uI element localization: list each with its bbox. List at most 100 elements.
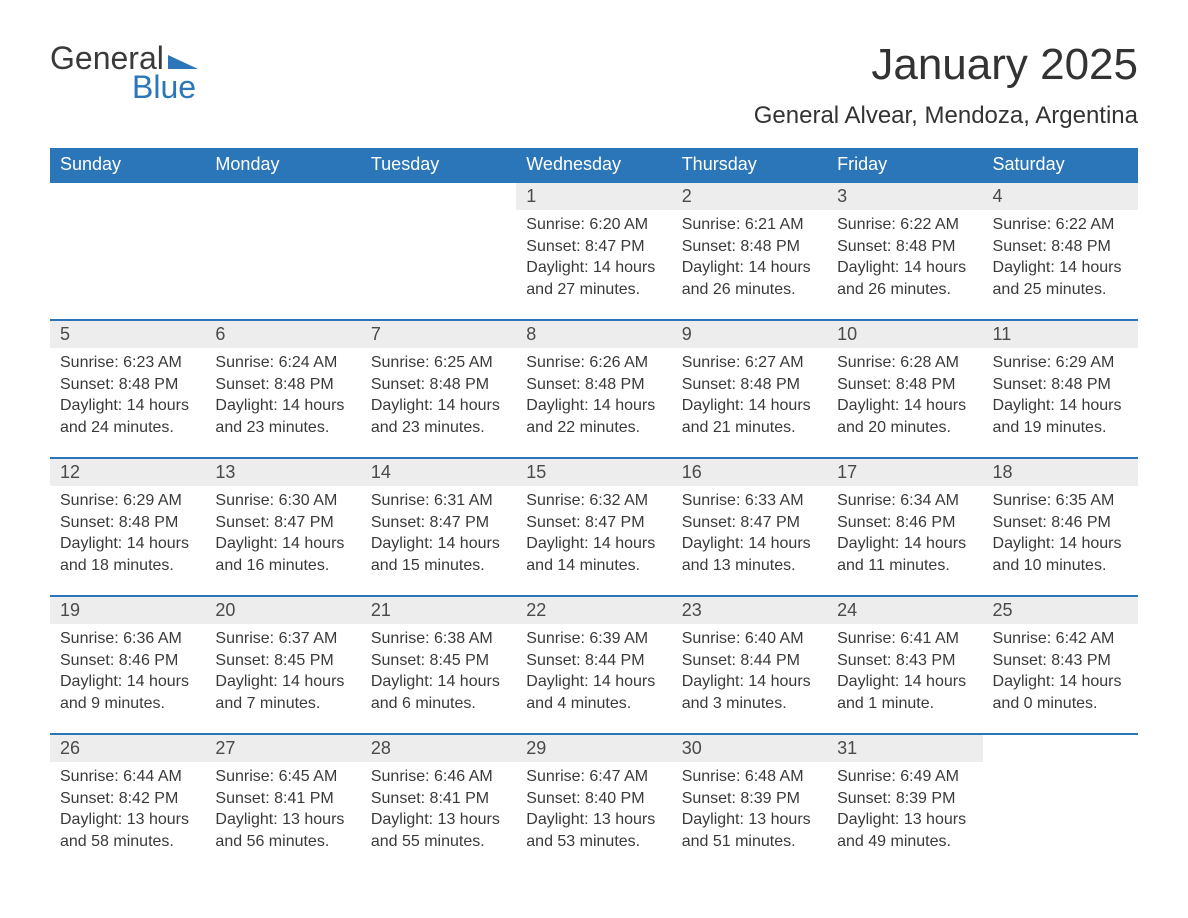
sunset-label: Sunset: (837, 514, 896, 531)
daylight-line: Daylight: 13 hours and 55 minutes. (371, 809, 506, 852)
sunrise-value: 6:27 AM (745, 354, 804, 371)
sunset-label: Sunset: (215, 790, 274, 807)
daylight-label: Daylight: (60, 535, 127, 552)
daylight-label: Daylight: (215, 673, 282, 690)
sunset-line: Sunset: 8:46 PM (993, 512, 1128, 534)
day-detail-cell: Sunrise: 6:35 AMSunset: 8:46 PMDaylight:… (983, 486, 1138, 596)
day-detail-cell: Sunrise: 6:29 AMSunset: 8:48 PMDaylight:… (50, 486, 205, 596)
sunset-value: 8:45 PM (274, 652, 334, 669)
day-detail-cell: Sunrise: 6:39 AMSunset: 8:44 PMDaylight:… (516, 624, 671, 734)
day-detail-row: Sunrise: 6:20 AMSunset: 8:47 PMDaylight:… (50, 210, 1138, 320)
sunrise-label: Sunrise: (837, 354, 900, 371)
sunrise-line: Sunrise: 6:33 AM (682, 490, 817, 512)
daylight-label: Daylight: (682, 535, 749, 552)
sunset-label: Sunset: (60, 376, 119, 393)
sunrise-line: Sunrise: 6:41 AM (837, 628, 972, 650)
daylight-line: Daylight: 14 hours and 6 minutes. (371, 671, 506, 714)
sunset-label: Sunset: (837, 376, 896, 393)
sunset-line: Sunset: 8:45 PM (371, 650, 506, 672)
daylight-line: Daylight: 13 hours and 51 minutes. (682, 809, 817, 852)
sunrise-value: 6:30 AM (279, 492, 338, 509)
sunset-label: Sunset: (837, 238, 896, 255)
sunset-value: 8:43 PM (1051, 652, 1111, 669)
day-detail-cell: Sunrise: 6:48 AMSunset: 8:39 PMDaylight:… (672, 762, 827, 872)
daylight-label: Daylight: (837, 811, 904, 828)
sunrise-line: Sunrise: 6:22 AM (837, 214, 972, 236)
day-detail-row: Sunrise: 6:44 AMSunset: 8:42 PMDaylight:… (50, 762, 1138, 872)
daylight-label: Daylight: (526, 259, 593, 276)
daylight-label: Daylight: (837, 259, 904, 276)
daylight-label: Daylight: (837, 397, 904, 414)
sunset-value: 8:41 PM (430, 790, 490, 807)
day-detail-cell: Sunrise: 6:38 AMSunset: 8:45 PMDaylight:… (361, 624, 516, 734)
sunrise-line: Sunrise: 6:40 AM (682, 628, 817, 650)
day-number-cell: 20 (205, 596, 360, 624)
sunrise-line: Sunrise: 6:39 AM (526, 628, 661, 650)
sunset-label: Sunset: (682, 652, 741, 669)
sunrise-label: Sunrise: (371, 630, 434, 647)
weekday-header: Saturday (983, 148, 1138, 182)
sunset-label: Sunset: (526, 514, 585, 531)
sunrise-label: Sunrise: (60, 354, 123, 371)
sunset-line: Sunset: 8:48 PM (837, 374, 972, 396)
daylight-label: Daylight: (837, 673, 904, 690)
sunset-line: Sunset: 8:48 PM (526, 374, 661, 396)
day-number-cell: 31 (827, 734, 982, 762)
daylight-label: Daylight: (682, 259, 749, 276)
daylight-label: Daylight: (837, 535, 904, 552)
sunset-label: Sunset: (993, 652, 1052, 669)
sunset-label: Sunset: (215, 652, 274, 669)
sunrise-line: Sunrise: 6:36 AM (60, 628, 195, 650)
daylight-line: Daylight: 14 hours and 4 minutes. (526, 671, 661, 714)
day-number-cell: 29 (516, 734, 671, 762)
daylight-line: Daylight: 14 hours and 20 minutes. (837, 395, 972, 438)
sunrise-label: Sunrise: (526, 354, 589, 371)
daylight-line: Daylight: 14 hours and 16 minutes. (215, 533, 350, 576)
daylight-line: Daylight: 14 hours and 22 minutes. (526, 395, 661, 438)
daylight-label: Daylight: (993, 397, 1060, 414)
sunset-label: Sunset: (371, 790, 430, 807)
daylight-label: Daylight: (371, 535, 438, 552)
day-number-row: 1234 (50, 182, 1138, 210)
day-number-cell: 22 (516, 596, 671, 624)
sunrise-value: 6:26 AM (589, 354, 648, 371)
sunset-value: 8:48 PM (740, 238, 800, 255)
daylight-label: Daylight: (993, 535, 1060, 552)
sunrise-line: Sunrise: 6:42 AM (993, 628, 1128, 650)
day-detail-cell: Sunrise: 6:31 AMSunset: 8:47 PMDaylight:… (361, 486, 516, 596)
daylight-line: Daylight: 14 hours and 23 minutes. (371, 395, 506, 438)
sunrise-value: 6:48 AM (745, 768, 804, 785)
sunset-value: 8:39 PM (896, 790, 956, 807)
day-number-cell: 28 (361, 734, 516, 762)
sunrise-label: Sunrise: (837, 492, 900, 509)
weekday-header: Monday (205, 148, 360, 182)
sunset-value: 8:48 PM (585, 376, 645, 393)
sunset-line: Sunset: 8:48 PM (993, 236, 1128, 258)
calendar-table: SundayMondayTuesdayWednesdayThursdayFrid… (50, 148, 1138, 872)
sunset-value: 8:42 PM (119, 790, 179, 807)
sunset-value: 8:48 PM (119, 514, 179, 531)
day-detail-cell (205, 210, 360, 320)
sunrise-value: 6:42 AM (1056, 630, 1115, 647)
sunrise-label: Sunrise: (371, 492, 434, 509)
sunrise-label: Sunrise: (526, 216, 589, 233)
daylight-line: Daylight: 14 hours and 7 minutes. (215, 671, 350, 714)
sunrise-value: 6:33 AM (745, 492, 804, 509)
weekday-header: Thursday (672, 148, 827, 182)
daylight-line: Daylight: 14 hours and 23 minutes. (215, 395, 350, 438)
day-number-cell (361, 182, 516, 210)
day-number-cell: 30 (672, 734, 827, 762)
sunset-value: 8:39 PM (740, 790, 800, 807)
day-number-cell: 11 (983, 320, 1138, 348)
sunrise-label: Sunrise: (837, 630, 900, 647)
sunrise-line: Sunrise: 6:27 AM (682, 352, 817, 374)
sunrise-label: Sunrise: (682, 354, 745, 371)
sunrise-line: Sunrise: 6:46 AM (371, 766, 506, 788)
day-number-cell: 26 (50, 734, 205, 762)
day-number-cell: 13 (205, 458, 360, 486)
daylight-label: Daylight: (526, 673, 593, 690)
daylight-label: Daylight: (60, 811, 127, 828)
sunset-line: Sunset: 8:45 PM (215, 650, 350, 672)
sunrise-line: Sunrise: 6:38 AM (371, 628, 506, 650)
day-detail-cell: Sunrise: 6:41 AMSunset: 8:43 PMDaylight:… (827, 624, 982, 734)
